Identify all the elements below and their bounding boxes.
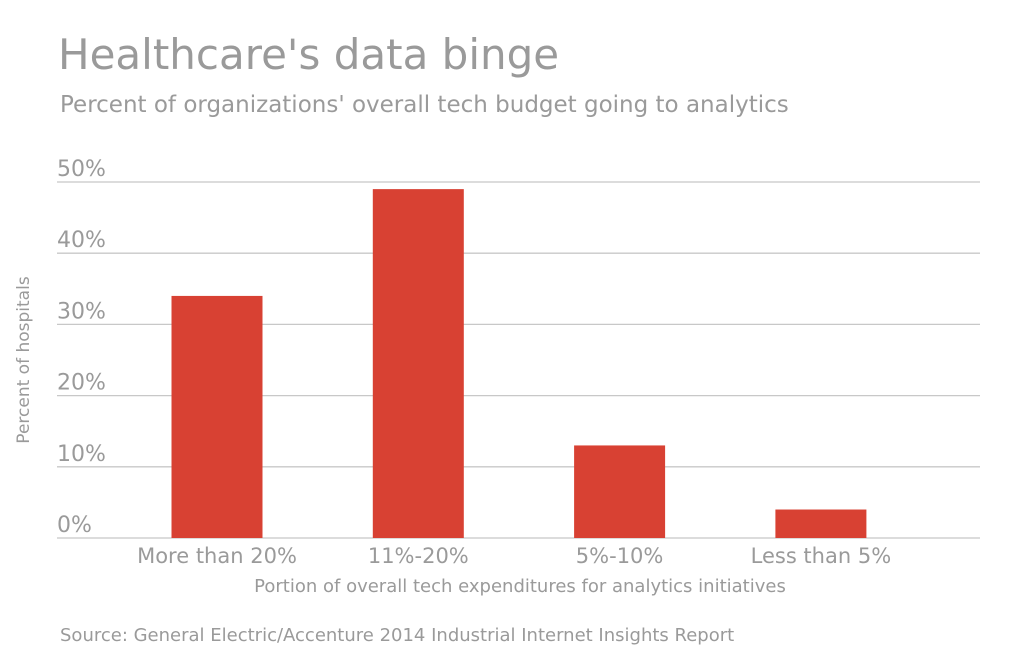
y-tick-label: 10% [57,442,106,467]
x-tick-label: More than 20% [137,544,297,568]
chart-title: Healthcare's data binge [58,30,560,79]
x-tick-label: Less than 5% [751,544,892,568]
x-axis-label: Portion of overall tech expenditures for… [254,576,786,597]
y-axis-label: Percent of hospitals [14,276,34,444]
chart-subtitle: Percent of organizations' overall tech b… [60,92,789,118]
bar [372,189,464,538]
y-tick-label: 20% [57,371,106,396]
y-tick-label: 30% [57,299,106,324]
x-tick-label: 11%-20% [368,544,469,568]
source-note: Source: General Electric/Accenture 2014 … [60,625,735,646]
bar [171,295,263,538]
bar [574,445,666,538]
bar [775,509,867,538]
x-tick-label: 5%-10% [576,544,664,568]
y-tick-label: 40% [57,228,106,253]
y-tick-label: 50% [57,157,106,182]
y-tick-label: 0% [57,513,92,538]
